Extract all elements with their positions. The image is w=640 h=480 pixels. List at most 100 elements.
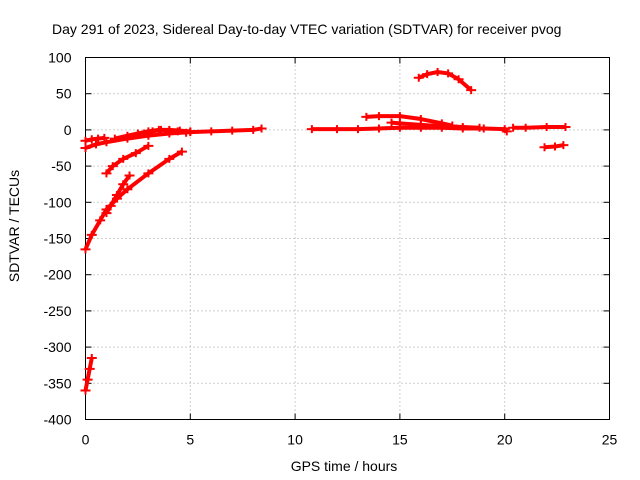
data-point [101,169,112,178]
data-series [80,67,571,395]
data-point [394,119,405,128]
y-tick-label: 50 [56,86,72,102]
data-point [164,154,175,163]
plot-frame [85,57,610,420]
data-point [541,123,552,132]
data-point [413,73,424,82]
data-point [80,245,91,254]
series-s1 [80,133,110,145]
data-point [155,125,166,134]
data-point [394,112,405,121]
data-point [432,67,443,76]
data-point [124,171,135,180]
y-tick-label: -350 [43,375,71,391]
series-s5 [101,141,154,178]
data-point [164,126,175,135]
data-point [122,185,133,194]
data-point [558,141,569,150]
data-point [176,147,187,156]
x-tick-label: 10 [287,432,303,448]
x-tick-label: 5 [186,432,194,448]
y-tick-label: -200 [43,267,71,283]
series-line [513,125,566,130]
data-point [248,125,259,134]
y-tick-label: -150 [43,231,71,247]
data-point [436,122,447,131]
y-tick-label: 0 [64,122,72,138]
y-tick-label: -300 [43,339,71,355]
series-s4 [101,171,135,218]
series-s11 [386,118,485,132]
series-s14 [539,141,569,152]
data-point [99,133,110,142]
data-point [352,125,363,134]
data-point [143,169,154,178]
data-point [373,112,384,121]
y-tick-label: -250 [43,303,71,319]
data-point [109,134,120,143]
grid [85,57,610,420]
y-tick-label: -400 [43,412,71,428]
x-tick-label: 0 [82,432,90,448]
data-point [101,209,112,218]
data-point [474,123,485,132]
data-point [82,375,93,384]
chart-title: Day 291 of 2023, Sidereal Day-to-day VTE… [52,21,561,37]
data-point [80,386,91,395]
x-tick-label: 20 [497,432,513,448]
data-point [560,123,571,132]
data-point [386,118,397,127]
series-s7 [139,125,192,138]
data-point [86,230,97,239]
data-point [118,154,129,163]
y-tick-label: 100 [48,50,72,66]
data-point [453,75,464,84]
data-point [111,191,122,200]
data-point [306,125,317,134]
data-point [501,127,512,136]
data-point [86,353,97,362]
data-point [107,162,118,171]
axis-ticks [85,57,610,420]
data-point [80,136,91,145]
data-point [256,124,267,133]
data-point [227,126,238,135]
data-point [181,128,192,137]
data-point [422,70,433,79]
data-point [466,86,477,95]
data-point [95,216,106,225]
series-s3 [80,147,187,254]
data-point [130,149,141,158]
series-s12 [413,67,477,95]
data-point [147,127,158,136]
series-line [83,357,94,391]
data-point [508,123,519,132]
data-point [122,131,133,140]
data-point [443,69,454,78]
x-tick-label: 15 [392,432,408,448]
data-point [84,364,95,373]
data-point [539,143,550,152]
data-point [415,120,426,129]
x-tick-label: 25 [602,432,618,448]
data-point [118,180,129,189]
data-point [332,125,343,134]
data-point [206,127,217,136]
data-point [80,144,91,152]
data-point [143,141,154,150]
x-axis-label: GPS time / hours [291,458,398,474]
data-point [550,142,561,151]
series-s8 [80,353,97,395]
data-point [90,140,101,149]
data-point [361,112,372,121]
data-point [457,123,468,132]
data-point [172,127,183,136]
y-axis-label: SDTVAR / TECUs [6,170,22,282]
data-point [105,201,116,210]
data-point [139,129,150,138]
data-point [520,123,531,132]
y-tick-label: -100 [43,194,71,210]
y-tick-label: -50 [51,158,71,174]
data-point [101,138,112,147]
